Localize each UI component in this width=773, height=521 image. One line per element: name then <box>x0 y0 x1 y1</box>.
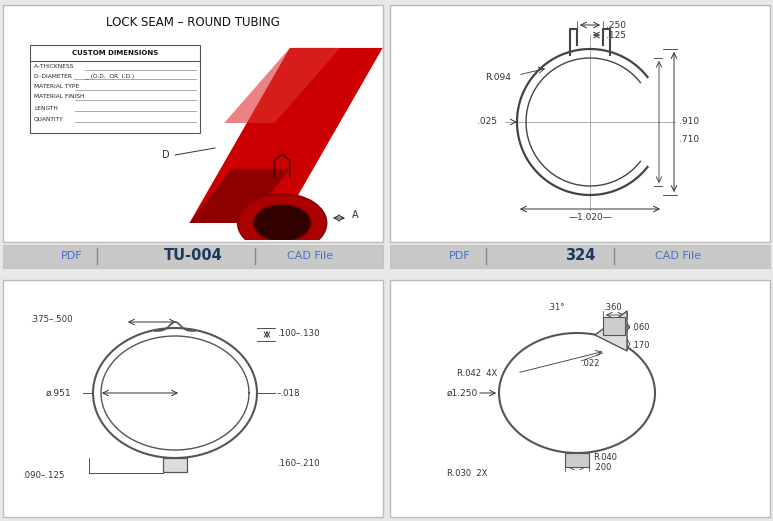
Text: LENGTH: LENGTH <box>34 105 58 110</box>
Text: .125: .125 <box>606 31 626 40</box>
Text: .200: .200 <box>593 463 611 472</box>
Text: .022: .022 <box>581 358 599 367</box>
Text: .31°: .31° <box>547 303 564 312</box>
Text: MATERIAL TYPE: MATERIAL TYPE <box>34 84 80 90</box>
Text: R.042  4X: R.042 4X <box>457 368 497 378</box>
Text: R.030  2X: R.030 2X <box>447 468 487 478</box>
Polygon shape <box>224 48 340 123</box>
Polygon shape <box>189 169 290 223</box>
Text: R.040: R.040 <box>593 453 617 462</box>
Bar <box>603 317 625 335</box>
Text: LOCK SEAM – ROUND TUBING: LOCK SEAM – ROUND TUBING <box>106 16 280 29</box>
Text: CAD File: CAD File <box>287 251 333 261</box>
Text: D: D <box>162 150 170 160</box>
Polygon shape <box>189 48 383 223</box>
Text: PDF: PDF <box>449 251 471 261</box>
Text: QUANTITY: QUANTITY <box>34 117 63 121</box>
Text: TU-004: TU-004 <box>164 249 223 264</box>
Text: ø1.250: ø1.250 <box>447 389 478 398</box>
Text: A: A <box>352 210 359 220</box>
Ellipse shape <box>238 194 326 252</box>
Text: .060: .060 <box>631 322 649 331</box>
Text: 324: 324 <box>565 249 595 264</box>
Text: R.094: R.094 <box>485 72 511 81</box>
Text: ø.951: ø.951 <box>46 389 71 398</box>
Bar <box>3 5 383 242</box>
Text: .910: .910 <box>679 118 699 127</box>
Text: —1.020—: —1.020— <box>568 213 612 221</box>
Text: MATERIAL FINISH: MATERIAL FINISH <box>34 94 84 100</box>
Ellipse shape <box>254 204 311 242</box>
Text: PDF: PDF <box>61 251 83 261</box>
Text: CUSTOM DIMENSIONS: CUSTOM DIMENSIONS <box>72 50 158 56</box>
Text: .090–.125: .090–.125 <box>22 470 64 479</box>
Text: .025: .025 <box>477 118 497 127</box>
Bar <box>3 245 383 268</box>
Text: .375–.500: .375–.500 <box>30 316 73 325</box>
Bar <box>30 45 200 133</box>
Bar <box>3 280 383 517</box>
Bar <box>390 245 770 268</box>
Bar <box>390 5 770 242</box>
Text: A–THICKNESS: A–THICKNESS <box>34 65 74 69</box>
Text: .170: .170 <box>631 341 649 350</box>
Text: CAD File: CAD File <box>655 251 701 261</box>
Bar <box>390 280 770 517</box>
Text: D–DIAMETER _____ (O.D.  OR  I.D.): D–DIAMETER _____ (O.D. OR I.D.) <box>34 73 135 79</box>
Text: .100–.130: .100–.130 <box>277 329 319 339</box>
Text: .360: .360 <box>603 303 621 312</box>
Bar <box>163 458 187 472</box>
Bar <box>565 453 589 467</box>
Polygon shape <box>595 311 627 351</box>
Text: .160–.210: .160–.210 <box>277 460 319 468</box>
Text: .250: .250 <box>606 20 626 30</box>
Text: –.018: –.018 <box>277 389 301 398</box>
Text: .710: .710 <box>679 135 699 144</box>
